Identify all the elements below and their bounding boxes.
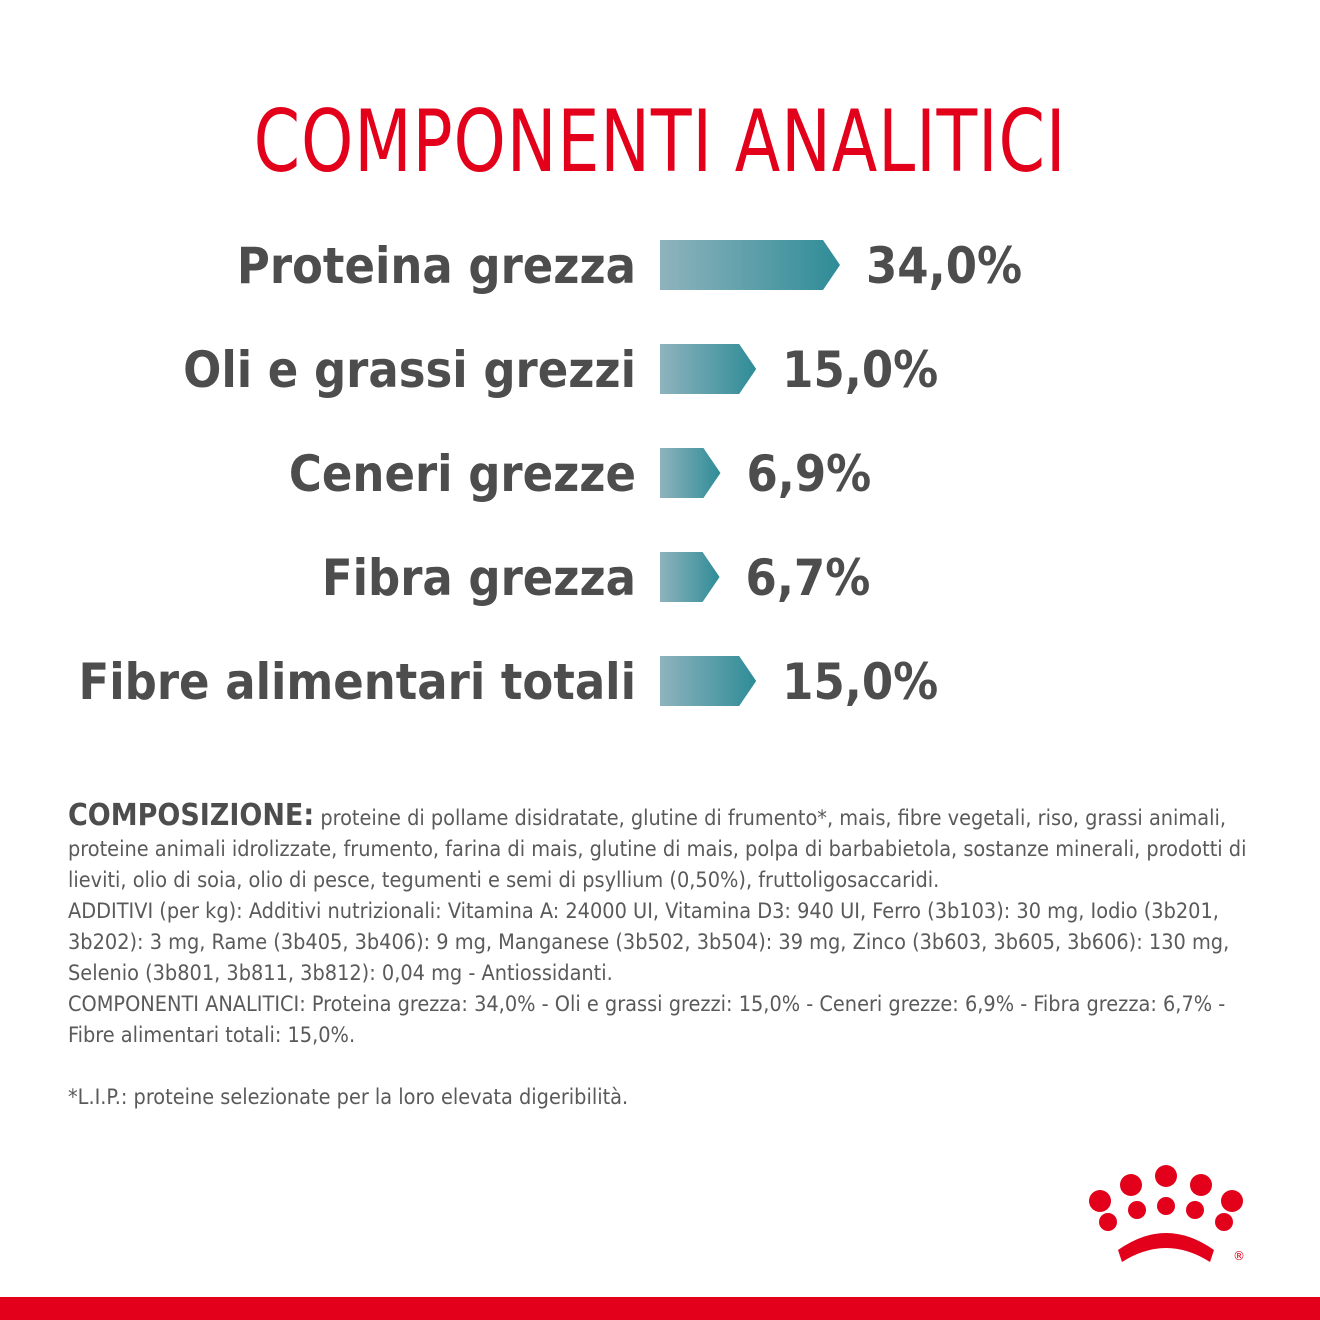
composition-text: proteine di pollame disidratate, glutine… [68, 806, 1247, 893]
composition-section: COMPOSIZIONE: proteine di pollame disidr… [68, 800, 1258, 1113]
chart-rows: Proteina grezza 34,0% Oli e grassi grezzi 1… [79, 237, 1023, 711]
value-bar [660, 656, 757, 706]
category-label: Ceneri grezze [289, 445, 636, 503]
royal-canin-crown-logo: ® [1089, 1165, 1245, 1263]
value-bar [660, 552, 720, 602]
nutrient-bar-chart: Proteina grezza 34,0% Oli e grassi grezzi 1… [79, 237, 1023, 711]
value-label: 15,0% [782, 341, 938, 399]
value-label: 15,0% [782, 653, 938, 711]
page-title: COMPONENTI ANALITICI [253, 91, 1067, 192]
registered-mark: ® [1233, 1249, 1245, 1263]
category-label: Proteina grezza [237, 237, 636, 295]
value-label: 6,7% [746, 549, 871, 607]
value-bar [660, 344, 757, 394]
analytical-components-text: COMPONENTI ANALITICI: Proteina grezza: 3… [68, 992, 1226, 1048]
value-bar [660, 240, 840, 290]
value-label: 34,0% [866, 237, 1022, 295]
category-label: Fibra grezza [322, 549, 636, 607]
composition-label: COMPOSIZIONE: [68, 798, 315, 833]
value-label: 6,9% [746, 445, 871, 503]
lip-footnote: *L.I.P.: proteine selezionate per la lor… [68, 1085, 629, 1110]
bottom-accent-bar [0, 1297, 1320, 1320]
category-label: Oli e grassi grezzi [183, 341, 636, 399]
additives-text: ADDITIVI (per kg): Additivi nutrizionali… [68, 899, 1230, 986]
composition-paragraph: COMPOSIZIONE: proteine di pollame disidr… [68, 800, 1258, 896]
value-bar [660, 448, 721, 498]
category-label: Fibre alimentari totali [79, 653, 636, 711]
